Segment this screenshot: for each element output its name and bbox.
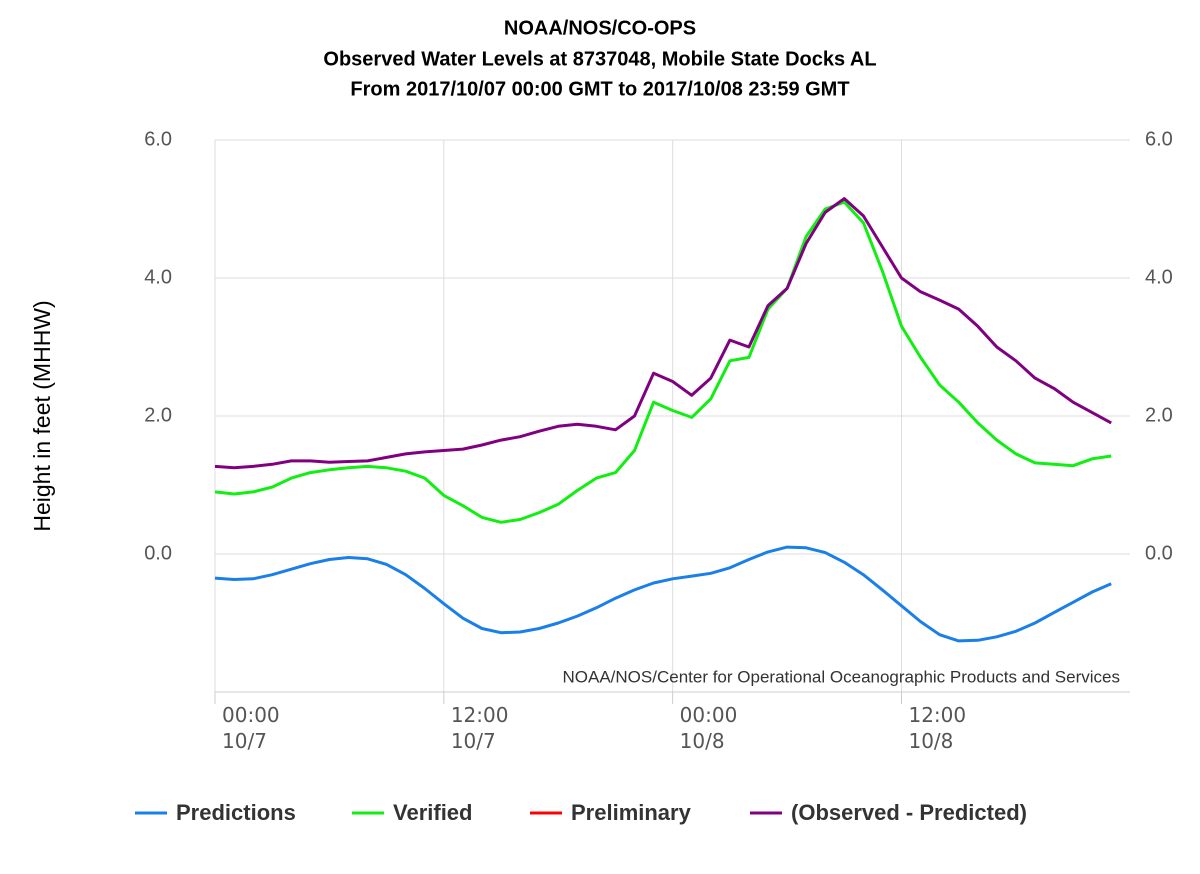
y-tick-label: 4.0 [144, 266, 172, 288]
legend-label: Preliminary [571, 800, 692, 825]
legend-label: Predictions [176, 800, 296, 825]
y2-tick-label: 0.0 [1145, 542, 1173, 564]
chart-title: NOAA/NOS/CO-OPS [504, 17, 696, 39]
credit: NOAA/NOS/Center for Operational Oceanogr… [563, 667, 1121, 686]
legend-label: (Observed - Predicted) [791, 800, 1027, 825]
x-tick-label: 00:00 10/7 [222, 703, 280, 753]
y-tick-label: 0.0 [144, 542, 172, 564]
y-tick-label: 2.0 [144, 404, 172, 426]
series-line [214, 545, 1112, 643]
y-axis-label: Height in feet (MHHW) [29, 300, 55, 531]
chart-subtitle: From 2017/10/07 00:00 GMT to 2017/10/08 … [350, 78, 849, 100]
y2-tick-label: 2.0 [1145, 404, 1173, 426]
y2-tick-label: 6.0 [1145, 128, 1173, 150]
legend-label: Verified [393, 800, 472, 825]
series-line [214, 200, 1112, 524]
series-line [214, 197, 1112, 470]
y-tick-label: 6.0 [144, 128, 172, 150]
chart-subtitle: Observed Water Levels at 8737048, Mobile… [323, 48, 876, 70]
x-tick-label: 00:00 10/8 [679, 703, 738, 753]
x-tick-label: 12:00 10/8 [908, 703, 967, 753]
y2-tick-label: 4.0 [1145, 266, 1173, 288]
x-tick-label: 12:00 10/7 [450, 703, 509, 753]
